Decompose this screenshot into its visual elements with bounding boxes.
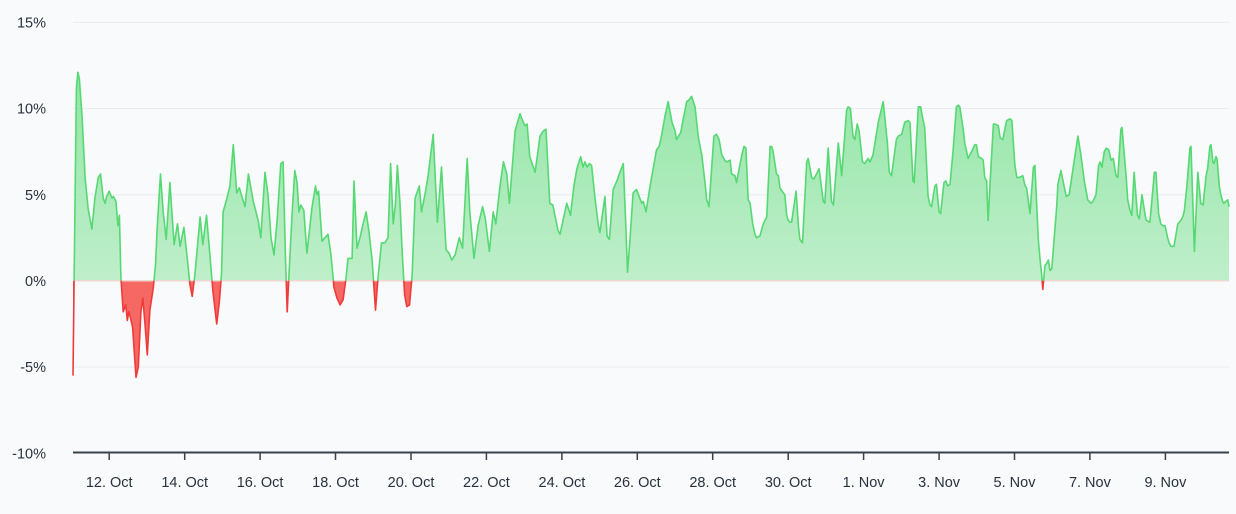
x-tick-label: 24. Oct (539, 475, 586, 491)
x-tick-label: 1. Nov (843, 475, 886, 491)
x-tick-label: 12. Oct (86, 475, 133, 491)
x-tick-label: 5. Nov (994, 475, 1037, 491)
x-tick-label: 28. Oct (689, 475, 736, 491)
y-tick-label: -5% (20, 360, 46, 376)
x-tick-label: 16. Oct (237, 475, 284, 491)
x-tick-label: 26. Oct (614, 475, 661, 491)
y-tick-label: 15% (17, 16, 46, 32)
x-tick-label: 14. Oct (161, 475, 208, 491)
x-tick-label: 20. Oct (388, 475, 435, 491)
y-tick-label: 5% (25, 188, 46, 204)
x-tick-label: 22. Oct (463, 475, 510, 491)
x-tick-label: 7. Nov (1069, 475, 1112, 491)
x-tick-label: 9. Nov (1144, 475, 1187, 491)
x-tick-label: 30. Oct (765, 475, 812, 491)
x-tick-label: 3. Nov (918, 475, 961, 491)
y-axis-labels: 15% 10% 5% 0% -5% -10% (12, 16, 46, 463)
x-axis: 12. Oct 14. Oct 16. Oct 18. Oct 20. Oct 22. O… (73, 451, 1229, 491)
y-tick-label: -10% (12, 446, 46, 462)
series-area-positive (74, 72, 1230, 281)
x-tick-label: 18. Oct (312, 475, 359, 491)
series-line-positive (73, 71, 1230, 281)
y-tick-label: 10% (17, 102, 46, 118)
performance-series (72, 71, 1230, 379)
y-tick-label: 0% (25, 274, 46, 290)
